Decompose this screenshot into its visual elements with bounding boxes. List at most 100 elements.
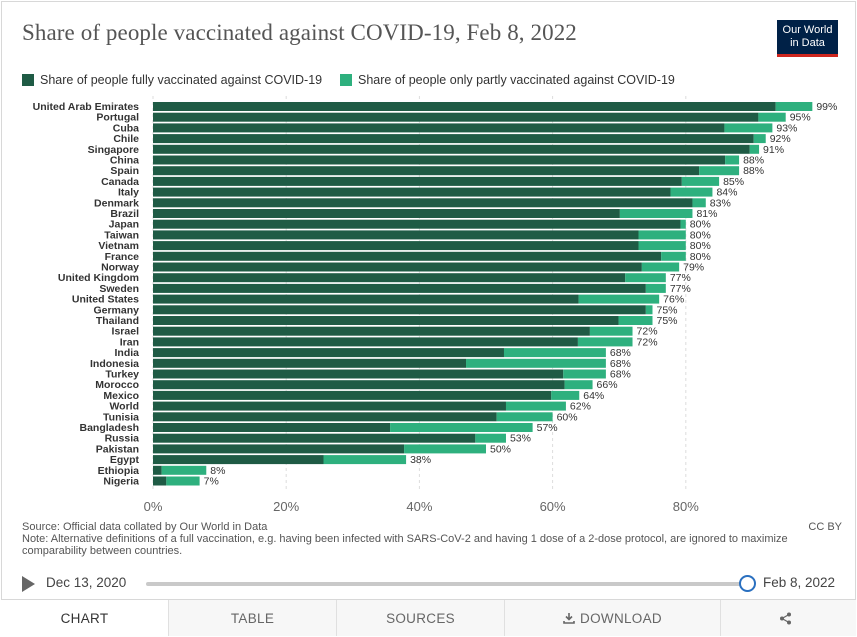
bar-full-vaccinated bbox=[153, 294, 579, 304]
category-label: Vietnam bbox=[98, 240, 139, 252]
bar-partly-vaccinated bbox=[503, 348, 606, 358]
category-label: Israel bbox=[112, 326, 140, 338]
total-value-label: 57% bbox=[537, 422, 558, 434]
bar-full-vaccinated bbox=[153, 273, 626, 283]
total-value-label: 68% bbox=[610, 347, 631, 359]
category-label: Indonesia bbox=[90, 358, 139, 370]
bar-chart: 0% 20% 40% 60% 80% United Arab Emirates 99% Por… bbox=[33, 96, 837, 514]
total-value-label: 7% bbox=[204, 476, 219, 488]
bar-partly-vaccinated bbox=[641, 262, 680, 272]
total-value-label: 50% bbox=[490, 443, 511, 455]
bar-partly-vaccinated bbox=[749, 144, 760, 154]
bar-full-vaccinated bbox=[153, 112, 759, 122]
total-value-label: 77% bbox=[670, 272, 691, 284]
bar-partly-vaccinated bbox=[390, 423, 533, 432]
bar-full-vaccinated bbox=[153, 198, 693, 208]
category-label: Brazil bbox=[110, 208, 139, 220]
tab-download[interactable]: DOWNLOAD bbox=[505, 600, 721, 636]
total-value-label: 75% bbox=[657, 315, 678, 327]
bar-partly-vaccinated bbox=[645, 283, 666, 293]
x-tick-label: 80% bbox=[673, 499, 699, 514]
bar-partly-vaccinated bbox=[466, 358, 606, 368]
bar-partly-vaccinated bbox=[699, 166, 740, 176]
source-text: Source: Official data collated by Our Wo… bbox=[22, 521, 268, 533]
total-value-label: 83% bbox=[710, 197, 731, 209]
total-value-label: 68% bbox=[610, 358, 631, 370]
bar-partly-vaccinated bbox=[323, 455, 407, 465]
bar-full-vaccinated bbox=[153, 390, 552, 400]
bar-full-vaccinated bbox=[153, 102, 776, 111]
bar-partly-vaccinated bbox=[753, 134, 766, 144]
license-link[interactable]: CC BY bbox=[808, 521, 842, 533]
bar-partly-vaccinated bbox=[505, 401, 566, 411]
bar-full-vaccinated bbox=[153, 251, 662, 261]
bar-partly-vaccinated bbox=[638, 241, 686, 251]
total-value-label: 81% bbox=[696, 208, 717, 220]
bar-full-vaccinated bbox=[153, 476, 167, 486]
bar-full-vaccinated bbox=[153, 262, 642, 272]
legend-item-partial[interactable]: Share of people only partly vaccinated a… bbox=[340, 73, 675, 87]
timeline-handle[interactable] bbox=[739, 575, 756, 592]
category-label: Mexico bbox=[103, 390, 139, 402]
bar-full-vaccinated bbox=[153, 455, 324, 465]
x-tick-label: 60% bbox=[540, 499, 566, 514]
bar-full-vaccinated bbox=[153, 380, 565, 390]
tab-chart[interactable]: CHART bbox=[1, 600, 169, 636]
category-label: Norway bbox=[101, 262, 139, 274]
category-label: United Kingdom bbox=[58, 272, 139, 284]
tab-sources[interactable]: SOURCES bbox=[337, 600, 505, 636]
x-tick-label: 0% bbox=[144, 499, 163, 514]
bar-full-vaccinated bbox=[153, 176, 682, 186]
bar-partly-vaccinated bbox=[161, 465, 207, 475]
timeline-end-date: Feb 8, 2022 bbox=[763, 575, 836, 590]
total-value-label: 76% bbox=[663, 294, 684, 306]
timeline-start-date: Dec 13, 2020 bbox=[46, 575, 127, 590]
category-label: Egypt bbox=[110, 454, 140, 466]
total-value-label: 79% bbox=[683, 262, 704, 274]
category-label: Ethiopia bbox=[98, 465, 140, 477]
total-value-label: 99% bbox=[816, 101, 837, 113]
x-tick-label: 20% bbox=[273, 499, 299, 514]
bar-full-vaccinated bbox=[153, 401, 506, 411]
tab-table[interactable]: TABLE bbox=[169, 600, 337, 636]
category-label: Nigeria bbox=[103, 476, 139, 488]
total-value-label: 68% bbox=[610, 369, 631, 381]
category-label: Germany bbox=[93, 304, 139, 316]
bar-full-vaccinated bbox=[153, 326, 590, 336]
total-value-label: 72% bbox=[637, 326, 658, 338]
category-label: Thailand bbox=[96, 315, 139, 327]
legend-item-full[interactable]: Share of people fully vaccinated against… bbox=[22, 73, 322, 87]
bar-partly-vaccinated bbox=[645, 305, 653, 315]
legend-label-full: Share of people fully vaccinated against… bbox=[40, 73, 323, 87]
x-tick-label: 40% bbox=[406, 499, 432, 514]
bar-full-vaccinated bbox=[153, 219, 681, 229]
owid-logo[interactable]: Our World in Data bbox=[777, 20, 838, 57]
timeline-track[interactable] bbox=[146, 582, 744, 586]
logo-line-2: in Data bbox=[790, 37, 825, 49]
category-label: Tunisia bbox=[103, 411, 139, 423]
total-value-label: 80% bbox=[690, 251, 711, 263]
total-value-label: 92% bbox=[770, 133, 791, 145]
tab-bar: CHART TABLE SOURCES DOWNLOAD bbox=[1, 599, 856, 636]
total-value-label: 64% bbox=[583, 390, 604, 402]
total-value-label: 80% bbox=[690, 219, 711, 231]
total-value-label: 88% bbox=[743, 155, 764, 167]
bar-partly-vaccinated bbox=[670, 187, 713, 197]
total-value-label: 80% bbox=[690, 240, 711, 252]
bar-partly-vaccinated bbox=[475, 433, 506, 443]
total-value-label: 85% bbox=[723, 176, 744, 188]
bar-full-vaccinated bbox=[153, 316, 619, 325]
category-label: Iran bbox=[120, 336, 139, 348]
chart-footer: Source: Official data collated by Our Wo… bbox=[22, 521, 842, 557]
bar-full-vaccinated bbox=[153, 283, 646, 293]
category-label: Sweden bbox=[99, 283, 139, 295]
download-icon bbox=[563, 613, 575, 624]
bar-partly-vaccinated bbox=[166, 476, 200, 486]
tab-share[interactable] bbox=[721, 600, 855, 636]
bar-partly-vaccinated bbox=[775, 102, 813, 111]
share-icon bbox=[780, 612, 791, 624]
play-icon[interactable] bbox=[22, 576, 35, 592]
category-label: Chile bbox=[113, 133, 139, 145]
category-label: Bangladesh bbox=[79, 422, 139, 434]
